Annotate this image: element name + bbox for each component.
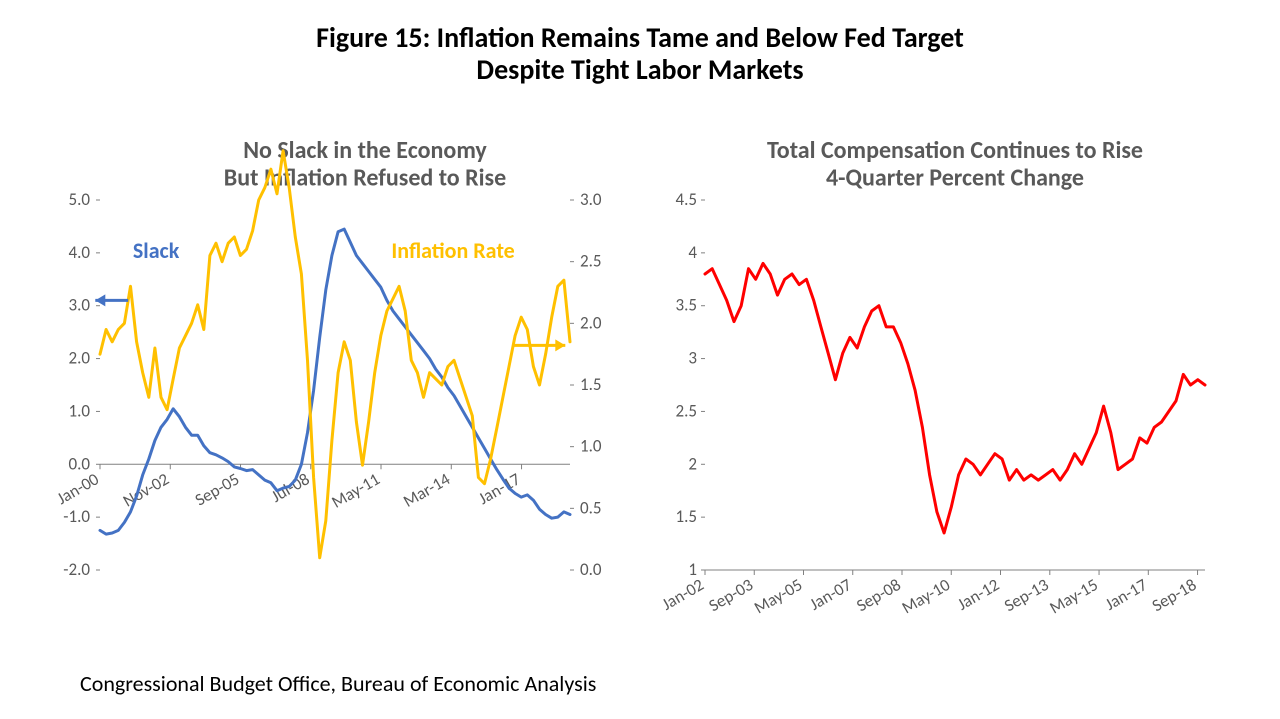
- svg-text:May-05: May-05: [750, 574, 806, 618]
- svg-text:2.0: 2.0: [580, 312, 602, 333]
- figure-main-title: Figure 15: Inflation Remains Tame and Be…: [0, 22, 1280, 86]
- svg-text:4.5: 4.5: [675, 189, 697, 210]
- main-title-line1: Figure 15: Inflation Remains Tame and Be…: [316, 20, 964, 55]
- figure-page: Figure 15: Inflation Remains Tame and Be…: [0, 0, 1280, 719]
- compensation-line: [705, 263, 1205, 533]
- svg-text:May-15: May-15: [1046, 574, 1102, 618]
- right-chart-svg: Total Compensation Continues to Rise4-Qu…: [650, 130, 1240, 640]
- svg-text:2.5: 2.5: [580, 251, 602, 272]
- svg-text:Nov-02: Nov-02: [119, 468, 172, 511]
- charts-row: No Slack in the EconomyBut Inflation Ref…: [40, 130, 1240, 650]
- svg-text:2.0: 2.0: [68, 348, 90, 369]
- svg-text:Jan-02: Jan-02: [658, 574, 707, 615]
- svg-text:0.0: 0.0: [580, 559, 602, 580]
- svg-text:3: 3: [688, 348, 697, 369]
- svg-text:May-11: May-11: [328, 468, 384, 512]
- main-title-line2: Despite Tight Labor Markets: [476, 52, 803, 87]
- svg-text:3.5: 3.5: [675, 295, 697, 316]
- svg-text:2: 2: [688, 453, 697, 474]
- svg-text:Sep-03: Sep-03: [705, 574, 757, 616]
- svg-text:No Slack in the Economy: No Slack in the Economy: [243, 136, 487, 165]
- svg-text:Mar-14: Mar-14: [400, 468, 455, 512]
- svg-text:1.5: 1.5: [580, 374, 602, 395]
- svg-text:-2.0: -2.0: [63, 559, 90, 580]
- left-chart: No Slack in the EconomyBut Inflation Ref…: [40, 130, 630, 640]
- svg-text:Sep-18: Sep-18: [1148, 574, 1200, 616]
- svg-text:Total Compensation Continues t: Total Compensation Continues to Rise: [767, 136, 1143, 165]
- svg-text:Sep-08: Sep-08: [853, 574, 905, 616]
- svg-text:Sep-05: Sep-05: [191, 468, 243, 510]
- svg-text:Sep-13: Sep-13: [1001, 574, 1053, 616]
- svg-text:3.0: 3.0: [580, 189, 602, 210]
- svg-text:1.0: 1.0: [68, 400, 90, 421]
- svg-text:Jan-07: Jan-07: [806, 574, 856, 615]
- right-chart: Total Compensation Continues to Rise4-Qu…: [650, 130, 1240, 640]
- svg-text:2.5: 2.5: [675, 400, 697, 421]
- svg-text:5.0: 5.0: [68, 189, 90, 210]
- slack-legend-label: Slack: [133, 237, 180, 264]
- svg-text:-1.0: -1.0: [63, 506, 90, 527]
- svg-text:1.5: 1.5: [675, 506, 697, 527]
- svg-text:3.0: 3.0: [68, 295, 90, 316]
- svg-text:1.0: 1.0: [580, 436, 602, 457]
- svg-text:Jan-12: Jan-12: [954, 574, 1003, 615]
- svg-text:4-Quarter Percent Change: 4-Quarter Percent Change: [826, 164, 1084, 193]
- inflation-legend-label: Inflation Rate: [391, 237, 514, 264]
- left-chart-svg: No Slack in the EconomyBut Inflation Ref…: [40, 130, 630, 640]
- svg-text:May-10: May-10: [898, 574, 954, 618]
- svg-text:0.5: 0.5: [580, 497, 602, 518]
- svg-text:Jan-00: Jan-00: [53, 468, 103, 509]
- svg-text:Jan-17: Jan-17: [1101, 574, 1151, 615]
- svg-text:4: 4: [688, 242, 697, 263]
- source-line: Congressional Budget Office, Bureau of E…: [80, 670, 596, 697]
- svg-text:4.0: 4.0: [68, 242, 90, 263]
